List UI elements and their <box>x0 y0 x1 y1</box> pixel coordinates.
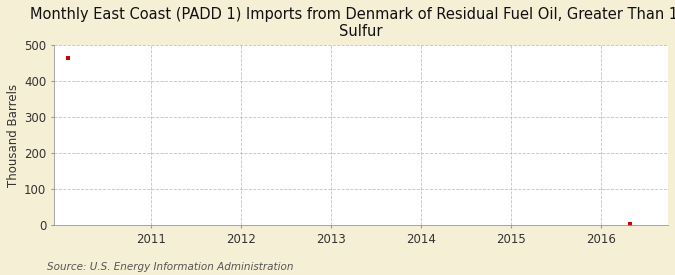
Y-axis label: Thousand Barrels: Thousand Barrels <box>7 84 20 187</box>
Text: Source: U.S. Energy Information Administration: Source: U.S. Energy Information Administ… <box>47 262 294 272</box>
Title: Monthly East Coast (PADD 1) Imports from Denmark of Residual Fuel Oil, Greater T: Monthly East Coast (PADD 1) Imports from… <box>30 7 675 39</box>
